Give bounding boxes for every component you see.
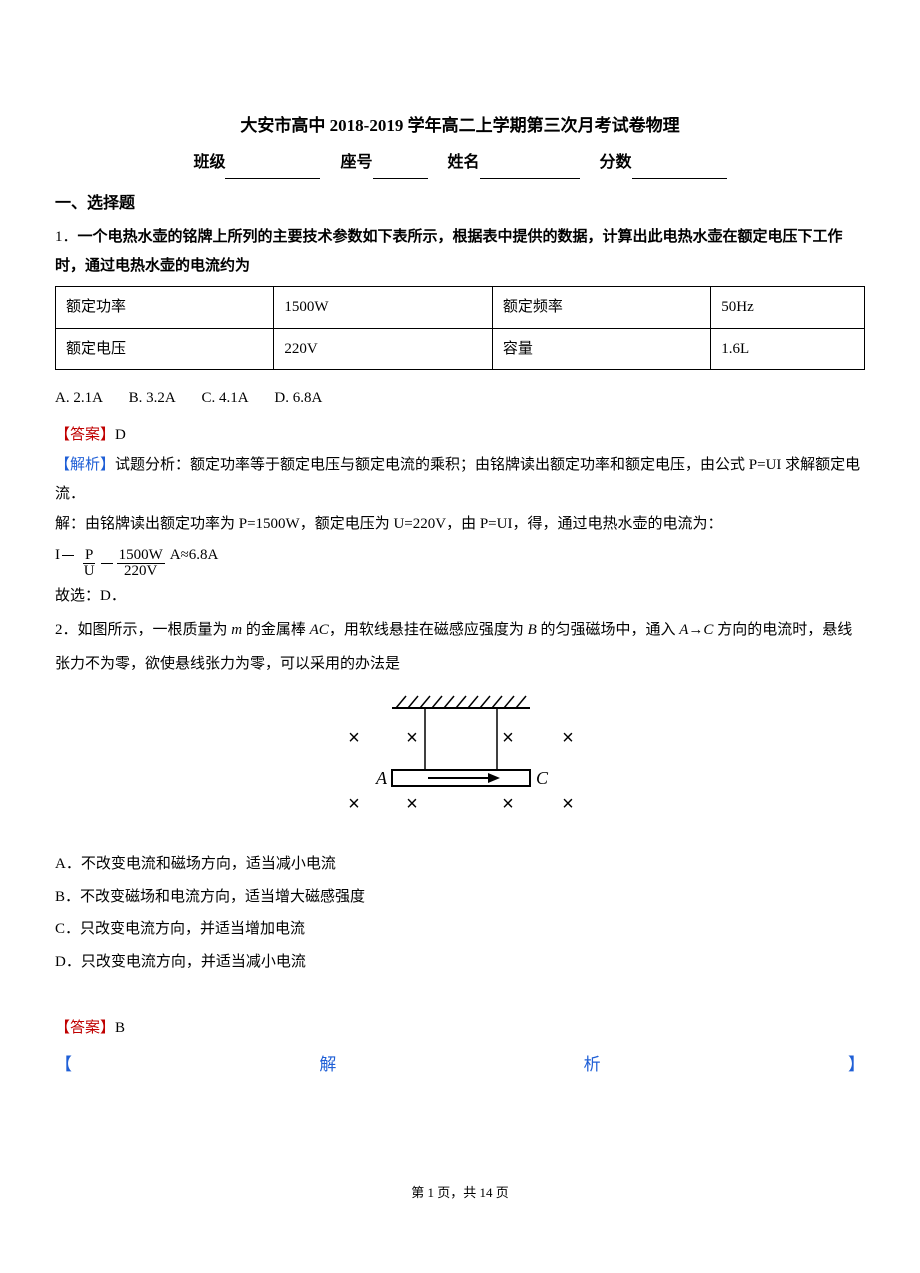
svg-text:×: ×: [502, 727, 514, 749]
name-blank[interactable]: [480, 161, 580, 179]
q1-options: A. 2.1A B. 3.2A C. 4.1A D. 6.8A: [55, 384, 865, 413]
svg-text:×: ×: [348, 727, 360, 749]
analysis-text: 试题分析：额定功率等于额定电压与额定电流的乘积；由铭牌读出额定功率和额定电压，由…: [55, 457, 860, 502]
cell-label: 容量: [492, 328, 710, 370]
fraction-2: 1500W 220V: [117, 548, 165, 581]
analysis-char-2: 析: [584, 1049, 601, 1081]
q2-number: 2．: [55, 622, 78, 638]
eq-line-icon: [101, 563, 113, 564]
table-row: 额定电压 220V 容量 1.6L: [56, 328, 865, 370]
q2-option-b[interactable]: B．不改变磁场和电流方向，适当增大磁感强度: [55, 883, 865, 912]
cell-value: 220V: [274, 328, 492, 370]
cell-label: 额定功率: [56, 287, 274, 329]
q1-solution-text: 解：由铭牌读出额定功率为 P=1500W，额定电压为 U=220V，由 P=UI…: [55, 510, 865, 539]
cell-label: 额定电压: [56, 328, 274, 370]
q1-text: 一个电热水壶的铭牌上所列的主要技术参数如下表所示，根据表中提供的数据，计算出此电…: [55, 229, 843, 274]
bracket-left: 【: [55, 1049, 72, 1081]
page-footer: 第 1 页，共 14 页: [55, 1181, 865, 1206]
answer-value: B: [115, 1020, 125, 1036]
q2-analysis-row: 【 解 析 】: [55, 1049, 865, 1081]
formula-left: I: [55, 547, 60, 563]
svg-text:×: ×: [406, 793, 418, 815]
q2-option-a[interactable]: A．不改变电流和磁场方向，适当减小电流: [55, 850, 865, 879]
q1-conclusion: 故选：D．: [55, 582, 865, 611]
figure-svg: A C × × × × × × × ×: [330, 690, 590, 830]
answer-label: 【答案】: [55, 427, 115, 443]
svg-text:×: ×: [562, 793, 574, 815]
q2-option-c[interactable]: C．只改变电流方向，并适当增加电流: [55, 915, 865, 944]
bracket-right: 】: [848, 1049, 865, 1081]
q1-formula: I P U 1500W 220V A≈6.8A: [55, 541, 865, 581]
eq-line-icon: [62, 555, 74, 556]
svg-text:×: ×: [406, 727, 418, 749]
analysis-label: 【解析】: [55, 457, 115, 473]
answer-label: 【答案】: [55, 1020, 115, 1036]
svg-text:×: ×: [348, 793, 360, 815]
answer-value: D: [115, 427, 126, 443]
page-title: 大安市高中 2018-2019 学年高二上学期第三次月考试卷物理: [55, 110, 865, 142]
q2-figure: A C × × × × × × × ×: [330, 690, 590, 841]
table-row: 额定功率 1500W 额定频率 50Hz: [56, 287, 865, 329]
q2-answer: 【答案】B: [55, 1014, 865, 1043]
analysis-char-1: 解: [319, 1049, 336, 1081]
name-label: 姓名: [448, 148, 480, 178]
q2-option-d[interactable]: D．只改变电流方向，并适当减小电流: [55, 948, 865, 977]
spec-table: 额定功率 1500W 额定频率 50Hz 额定电压 220V 容量 1.6L: [55, 286, 865, 370]
cell-value: 1500W: [274, 287, 492, 329]
q1-number: 1．: [55, 229, 78, 245]
formula-right: A≈6.8A: [170, 547, 219, 563]
label-a: A: [375, 768, 388, 788]
q2-stem: 2．如图所示，一根质量为 m 的金属棒 AC，用软线悬挂在磁感应强度为 B 的匀…: [55, 613, 865, 682]
seat-blank[interactable]: [373, 161, 428, 179]
class-label: 班级: [193, 148, 225, 178]
label-c: C: [536, 768, 549, 788]
score-blank[interactable]: [632, 161, 727, 179]
cell-label: 额定频率: [492, 287, 710, 329]
option-b[interactable]: B. 3.2A: [129, 390, 176, 406]
option-d[interactable]: D. 6.8A: [274, 390, 322, 406]
fraction-1: P U: [82, 548, 97, 581]
option-a[interactable]: A. 2.1A: [55, 390, 103, 406]
seat-label: 座号: [340, 148, 372, 178]
svg-text:×: ×: [502, 793, 514, 815]
svg-text:×: ×: [562, 727, 574, 749]
section-heading: 一、选择题: [55, 189, 865, 219]
student-fields: 班级 座号 姓名 分数: [55, 148, 865, 178]
q1-stem: 1．一个电热水壶的铭牌上所列的主要技术参数如下表所示，根据表中提供的数据，计算出…: [55, 223, 865, 280]
cell-value: 50Hz: [711, 287, 865, 329]
q1-analysis: 【解析】试题分析：额定功率等于额定电压与额定电流的乘积；由铭牌读出额定功率和额定…: [55, 451, 865, 508]
cell-value: 1.6L: [711, 328, 865, 370]
option-c[interactable]: C. 4.1A: [202, 390, 249, 406]
class-blank[interactable]: [225, 161, 320, 179]
q1-answer: 【答案】D: [55, 421, 865, 450]
score-label: 分数: [600, 148, 632, 178]
